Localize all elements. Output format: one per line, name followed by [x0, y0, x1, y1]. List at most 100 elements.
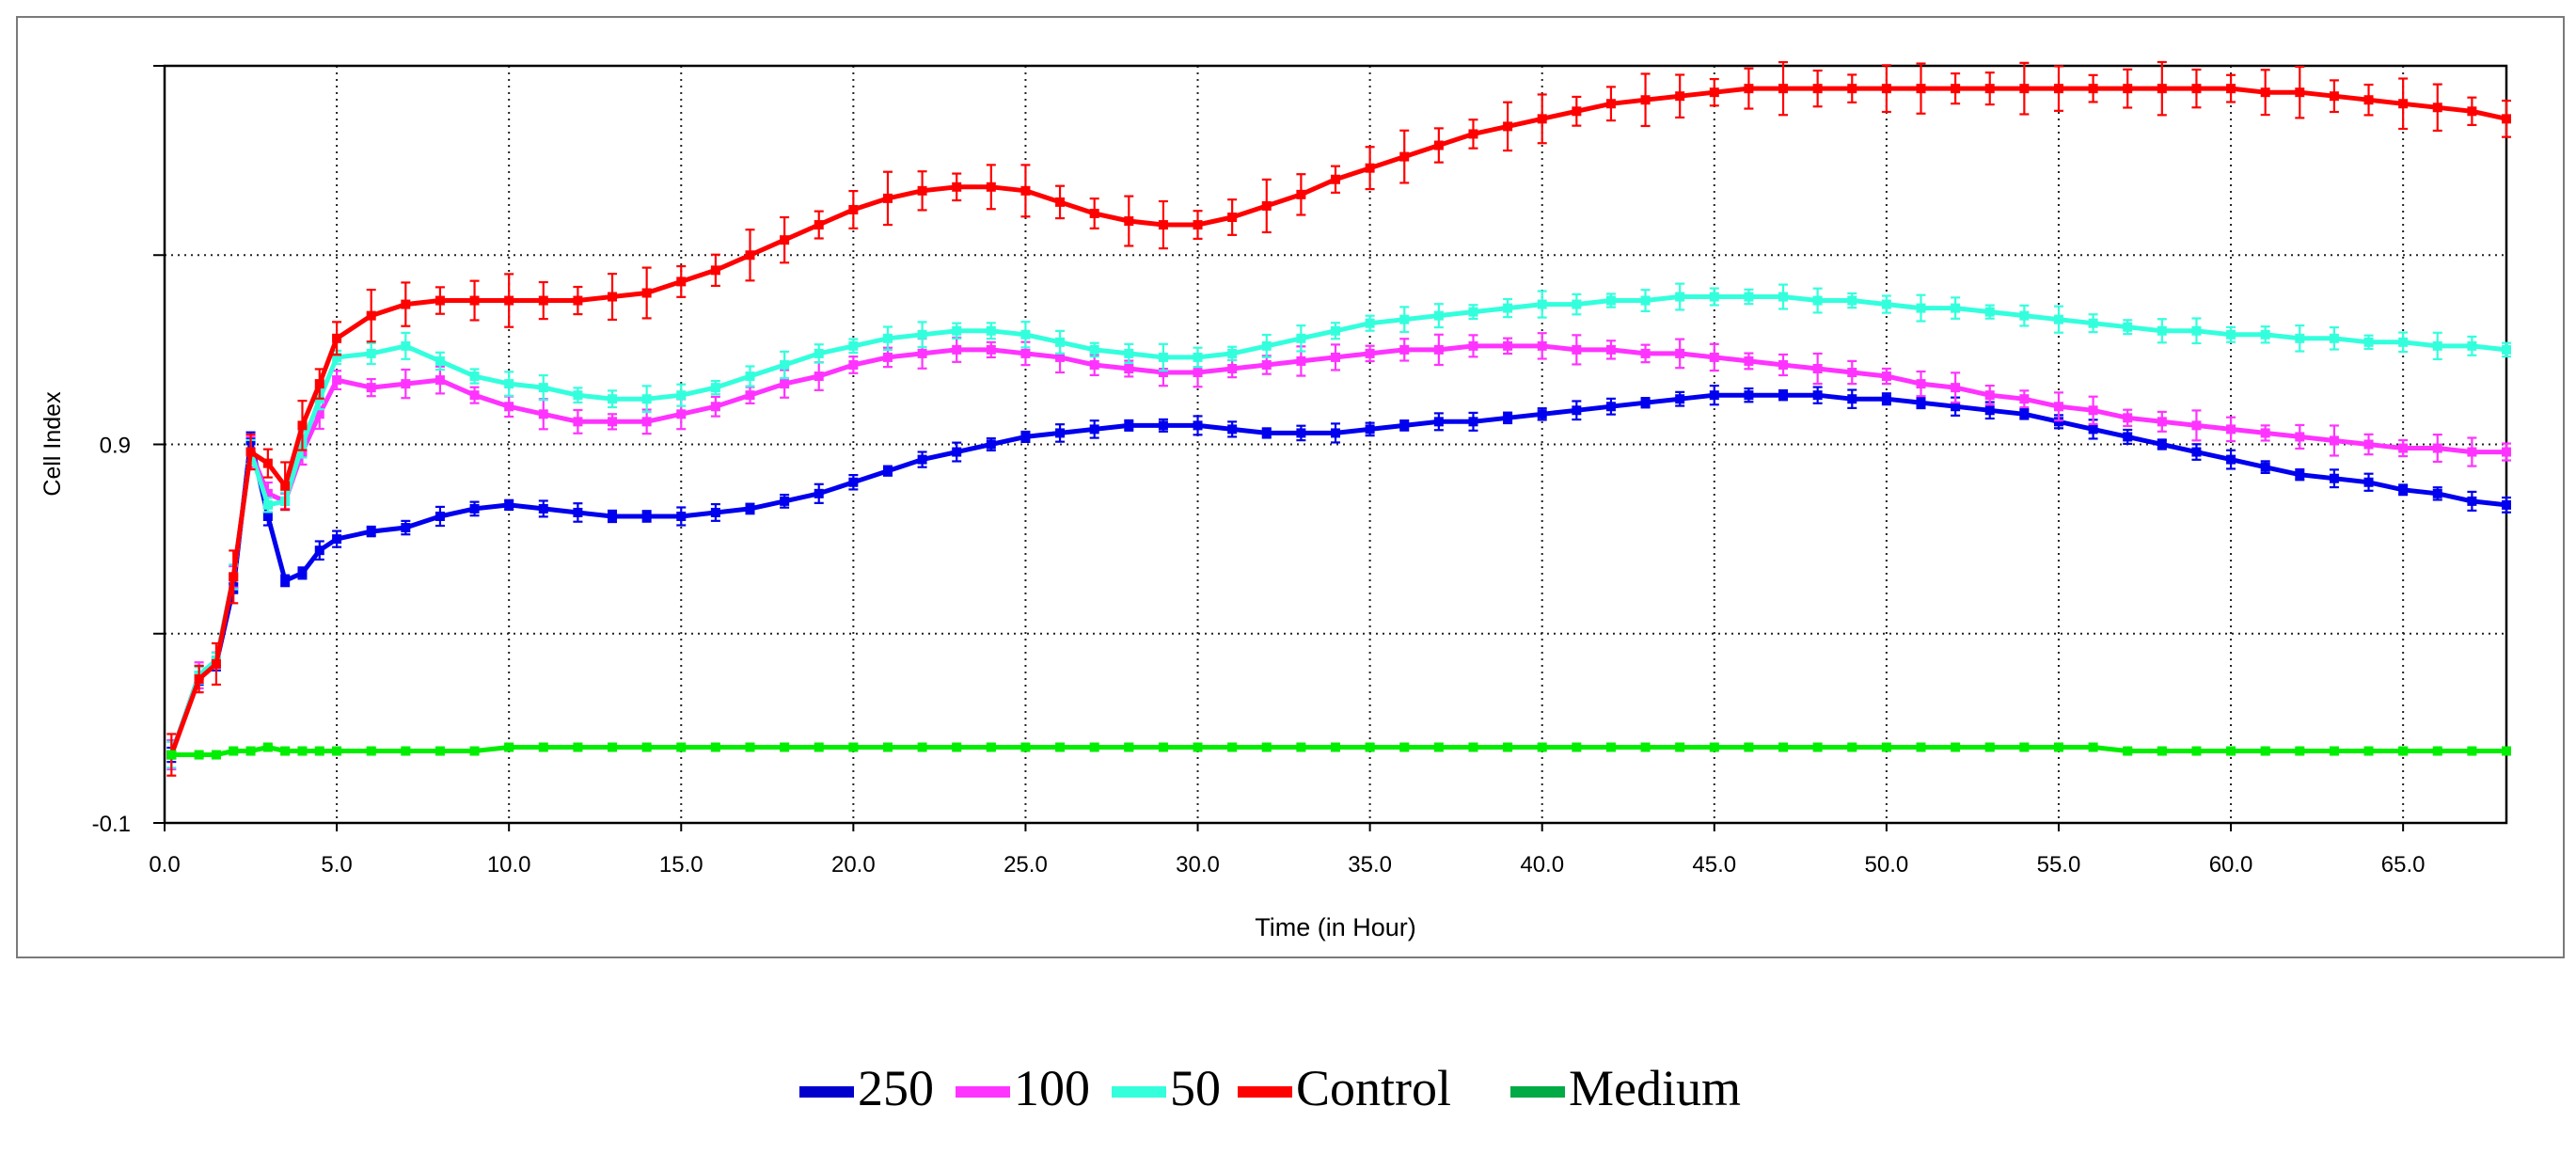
point — [1744, 84, 1754, 94]
point — [229, 746, 239, 756]
x-tick-label-10: 50.0 — [1865, 852, 1909, 877]
point — [1433, 140, 1444, 150]
series-control — [166, 60, 2511, 777]
point — [1433, 742, 1444, 752]
point — [882, 742, 893, 752]
point — [1296, 428, 1306, 438]
point — [814, 348, 824, 358]
point — [1640, 348, 1651, 358]
point — [1399, 314, 1410, 324]
point — [2329, 91, 2339, 102]
point — [2363, 746, 2374, 756]
point — [1468, 742, 1478, 752]
point — [608, 742, 618, 752]
point — [848, 204, 859, 214]
y-tick-label-1: -0.1 — [92, 812, 131, 837]
point — [2260, 428, 2270, 438]
x-tick-label-8: 40.0 — [1520, 852, 1564, 877]
point — [917, 329, 927, 340]
point — [2191, 84, 2202, 94]
point — [1296, 356, 1306, 366]
point — [986, 182, 996, 192]
point — [2502, 499, 2511, 510]
point — [1261, 340, 1272, 351]
point — [2019, 742, 2030, 752]
point — [1744, 356, 1754, 366]
point — [986, 439, 996, 450]
point — [1365, 318, 1375, 328]
point — [1433, 344, 1444, 355]
point — [608, 511, 618, 521]
point — [882, 193, 893, 203]
x-tick-label-3: 15.0 — [659, 852, 703, 877]
point — [245, 746, 256, 756]
point — [435, 511, 445, 521]
point — [2260, 329, 2270, 340]
point — [1881, 742, 1891, 752]
point — [1778, 390, 1789, 401]
x-tick-label-6: 30.0 — [1176, 852, 1220, 877]
point — [401, 523, 411, 533]
point — [2432, 443, 2442, 453]
point — [1812, 295, 1823, 306]
point — [745, 503, 755, 514]
point — [573, 507, 583, 517]
point — [641, 288, 652, 298]
point — [2157, 439, 2167, 450]
point — [1916, 742, 1926, 752]
point — [986, 742, 996, 752]
point — [469, 746, 480, 756]
point — [2226, 746, 2236, 756]
point — [1331, 325, 1340, 336]
x-tick-label-13: 65.0 — [2381, 852, 2426, 877]
point — [1640, 95, 1651, 105]
point — [608, 417, 618, 427]
point — [280, 481, 291, 491]
point — [366, 383, 376, 393]
chart-frame — [16, 16, 2565, 958]
point — [538, 383, 548, 393]
point — [1124, 420, 1134, 431]
point — [952, 447, 962, 457]
point — [2295, 432, 2305, 442]
point — [1399, 344, 1410, 355]
point — [2467, 746, 2477, 756]
point — [211, 750, 221, 760]
point — [848, 477, 859, 487]
point — [2088, 84, 2098, 94]
y-axis-label: Cell Index — [40, 391, 66, 497]
point — [2053, 417, 2063, 427]
point — [262, 499, 273, 510]
point — [2157, 84, 2167, 94]
point — [1193, 420, 1203, 431]
point — [1605, 742, 1616, 752]
point — [1778, 742, 1789, 752]
point — [1158, 352, 1168, 362]
point — [1365, 163, 1375, 173]
point — [504, 742, 514, 752]
point — [297, 746, 308, 756]
point — [2019, 84, 2030, 94]
point — [1331, 742, 1340, 752]
point — [1055, 428, 1066, 438]
point — [1433, 310, 1444, 321]
point — [882, 466, 893, 476]
point — [2363, 439, 2374, 450]
point — [1675, 292, 1685, 302]
point — [1261, 359, 1272, 370]
point — [504, 295, 514, 306]
point — [1537, 742, 1547, 752]
point — [573, 390, 583, 401]
point — [1537, 340, 1547, 351]
point — [2019, 310, 2030, 321]
point — [710, 265, 720, 276]
point — [1227, 742, 1238, 752]
point — [1847, 368, 1857, 378]
point — [952, 344, 962, 355]
point — [262, 742, 273, 752]
point — [1812, 84, 1823, 94]
point — [2295, 333, 2305, 343]
point — [1984, 742, 1995, 752]
point — [1089, 208, 1099, 218]
point — [608, 394, 618, 404]
